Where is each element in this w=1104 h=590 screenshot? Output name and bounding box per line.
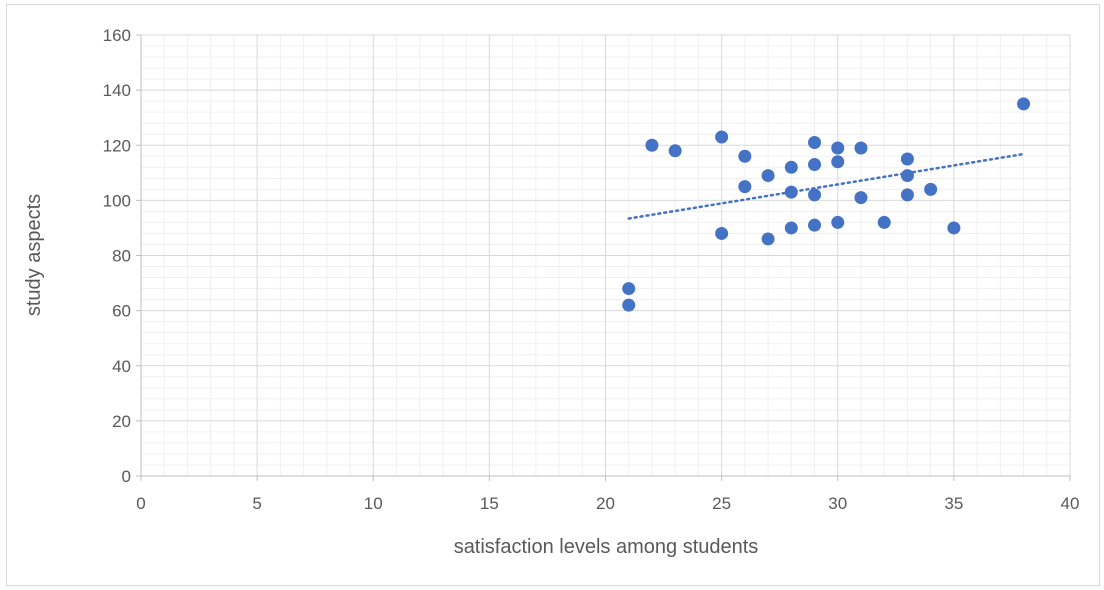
data-point	[715, 130, 729, 144]
linear-trendline	[627, 152, 1025, 220]
y-tick-label: 20	[112, 412, 131, 431]
x-tick-label: 30	[828, 494, 847, 513]
data-point	[738, 149, 752, 163]
y-tick-label: 140	[103, 81, 131, 100]
data-point	[854, 141, 868, 155]
x-tick-labels: 0 5 10 15 20 25 30 35 40	[136, 494, 1079, 513]
y-axis-title: study aspects	[23, 194, 45, 316]
data-point	[761, 232, 775, 246]
data-point	[784, 160, 798, 174]
data-point	[622, 298, 636, 312]
x-tick-label: 15	[480, 494, 499, 513]
data-points	[622, 97, 1031, 312]
x-tick-label: 0	[136, 494, 145, 513]
axes	[136, 34, 1071, 481]
data-point	[924, 182, 938, 196]
data-point	[900, 152, 914, 166]
data-point	[854, 191, 868, 205]
data-point	[668, 144, 682, 158]
data-point	[738, 180, 752, 194]
x-axis-title: satisfaction levels among students	[454, 536, 759, 558]
x-tick-label: 35	[944, 494, 963, 513]
y-tick-label: 100	[103, 191, 131, 210]
y-tick-label: 120	[103, 136, 131, 155]
data-point	[808, 135, 822, 149]
trendline	[627, 152, 1025, 220]
x-tick-label: 10	[364, 494, 383, 513]
data-point	[645, 138, 659, 152]
major-gridlines	[141, 34, 1071, 476]
data-point	[1017, 97, 1031, 111]
y-tick-label: 60	[112, 302, 131, 321]
y-tick-label: 40	[112, 357, 131, 376]
data-point	[784, 221, 798, 235]
x-tick-label: 5	[252, 494, 261, 513]
data-point	[900, 169, 914, 183]
x-tick-label: 25	[712, 494, 731, 513]
y-tick-label: 80	[112, 247, 131, 266]
data-point	[784, 185, 798, 199]
data-point	[715, 226, 729, 240]
data-point	[761, 169, 775, 183]
data-point	[877, 215, 891, 229]
y-tick-label: 160	[103, 26, 131, 45]
data-point	[808, 188, 822, 202]
data-point	[947, 221, 961, 235]
data-point	[808, 158, 822, 172]
x-tick-label: 20	[596, 494, 615, 513]
data-point	[900, 188, 914, 202]
y-tick-labels: 0 20 40 60 80 100 120 140 160	[103, 26, 131, 486]
data-point	[831, 155, 845, 169]
x-tick-label: 40	[1061, 494, 1080, 513]
data-point	[831, 215, 845, 229]
data-point	[808, 218, 822, 232]
data-point	[831, 141, 845, 155]
y-tick-label: 0	[122, 467, 131, 486]
data-point	[622, 282, 636, 296]
